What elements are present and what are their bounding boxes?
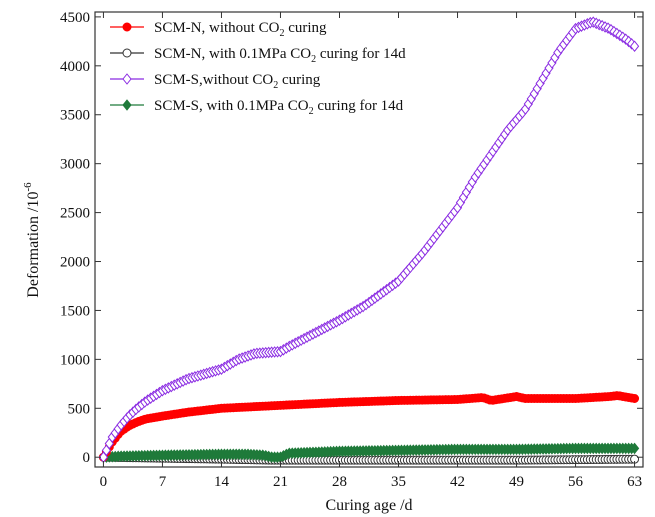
data-point	[629, 442, 640, 455]
legend-label-text: SCM-S, with 0.1MPa CO	[154, 98, 309, 114]
tick-layer: 0 7 14 21 28 35 42 49 56 63 0 500 1000 1500 2000 2500 30…	[60, 10, 643, 490]
legend-entry-1: SCM-N, without CO2 curing	[110, 20, 327, 39]
legend-label-subscript: 2	[309, 106, 314, 117]
series-4	[98, 442, 640, 464]
legend-entry-3: SCM-S,without CO2 curing	[110, 72, 321, 91]
legend-label: SCM-S,without CO2 curing	[154, 72, 321, 91]
x-tick-label: 63	[627, 474, 642, 490]
legend-label-text: SCM-N, with 0.1MPa CO	[154, 46, 311, 62]
y-axis-title: Deformation /10-6	[22, 182, 42, 298]
legend-marker	[122, 48, 132, 58]
y-tick-label: 3500	[60, 108, 90, 124]
legend-label: SCM-N, without CO2 curing	[154, 20, 327, 39]
series-1	[98, 391, 640, 462]
legend-label-text-end: curing for 14d	[314, 98, 404, 114]
x-tick-label: 35	[391, 474, 406, 490]
series-layer	[98, 16, 640, 465]
series-3	[98, 16, 640, 464]
y-tick-label: 2500	[60, 206, 90, 222]
legend-label-subscript: 2	[273, 80, 278, 91]
legend-label-text-end: curing	[284, 20, 327, 36]
x-tick-label: 42	[450, 474, 465, 490]
legend-label: SCM-N, with 0.1MPa CO2 curing for 14d	[154, 46, 406, 65]
legend-label-subscript: 2	[311, 54, 316, 65]
y-tick-label: 2000	[60, 255, 90, 271]
y-tick-label: 1000	[60, 352, 90, 368]
x-tick-label: 49	[509, 474, 524, 490]
legend-entry-4: SCM-S, with 0.1MPa CO2 curing for 14d	[110, 98, 404, 117]
legend-entry-2: SCM-N, with 0.1MPa CO2 curing for 14d	[110, 46, 406, 65]
plot-frame	[94, 11, 644, 468]
legend-label-text-end: curing for 14d	[316, 46, 406, 62]
x-tick-label: 28	[332, 474, 347, 490]
data-point	[630, 394, 640, 404]
y-axis-title-main: Deformation /10	[25, 191, 42, 297]
legend-label-text: SCM-S,without CO	[154, 72, 273, 88]
x-tick-label: 21	[273, 474, 288, 490]
y-tick-label: 4000	[60, 59, 90, 75]
x-tick-label: 56	[568, 474, 584, 490]
data-point	[629, 40, 640, 53]
y-tick-label: 4500	[60, 10, 90, 26]
x-tick-label: 14	[214, 474, 230, 490]
y-tick-label: 1500	[60, 303, 90, 319]
y-axis-title-exponent: -6	[22, 182, 34, 192]
y-tick-label: 3000	[60, 157, 90, 173]
x-axis-title: Curing age /d	[325, 497, 412, 514]
y-tick-label: 500	[68, 401, 91, 417]
x-tick-label: 0	[100, 474, 108, 490]
legend-marker	[122, 73, 132, 85]
legend-marker	[122, 22, 132, 32]
legend-label-text: SCM-N, without CO	[154, 20, 280, 36]
legend-label: SCM-S, with 0.1MPa CO2 curing for 14d	[154, 98, 404, 117]
y-tick-label: 0	[83, 450, 91, 466]
legend-label-text-end: curing	[278, 72, 321, 88]
legend-marker	[122, 99, 132, 111]
legend-label-subscript: 2	[279, 28, 284, 39]
x-tick-label: 7	[159, 474, 167, 490]
